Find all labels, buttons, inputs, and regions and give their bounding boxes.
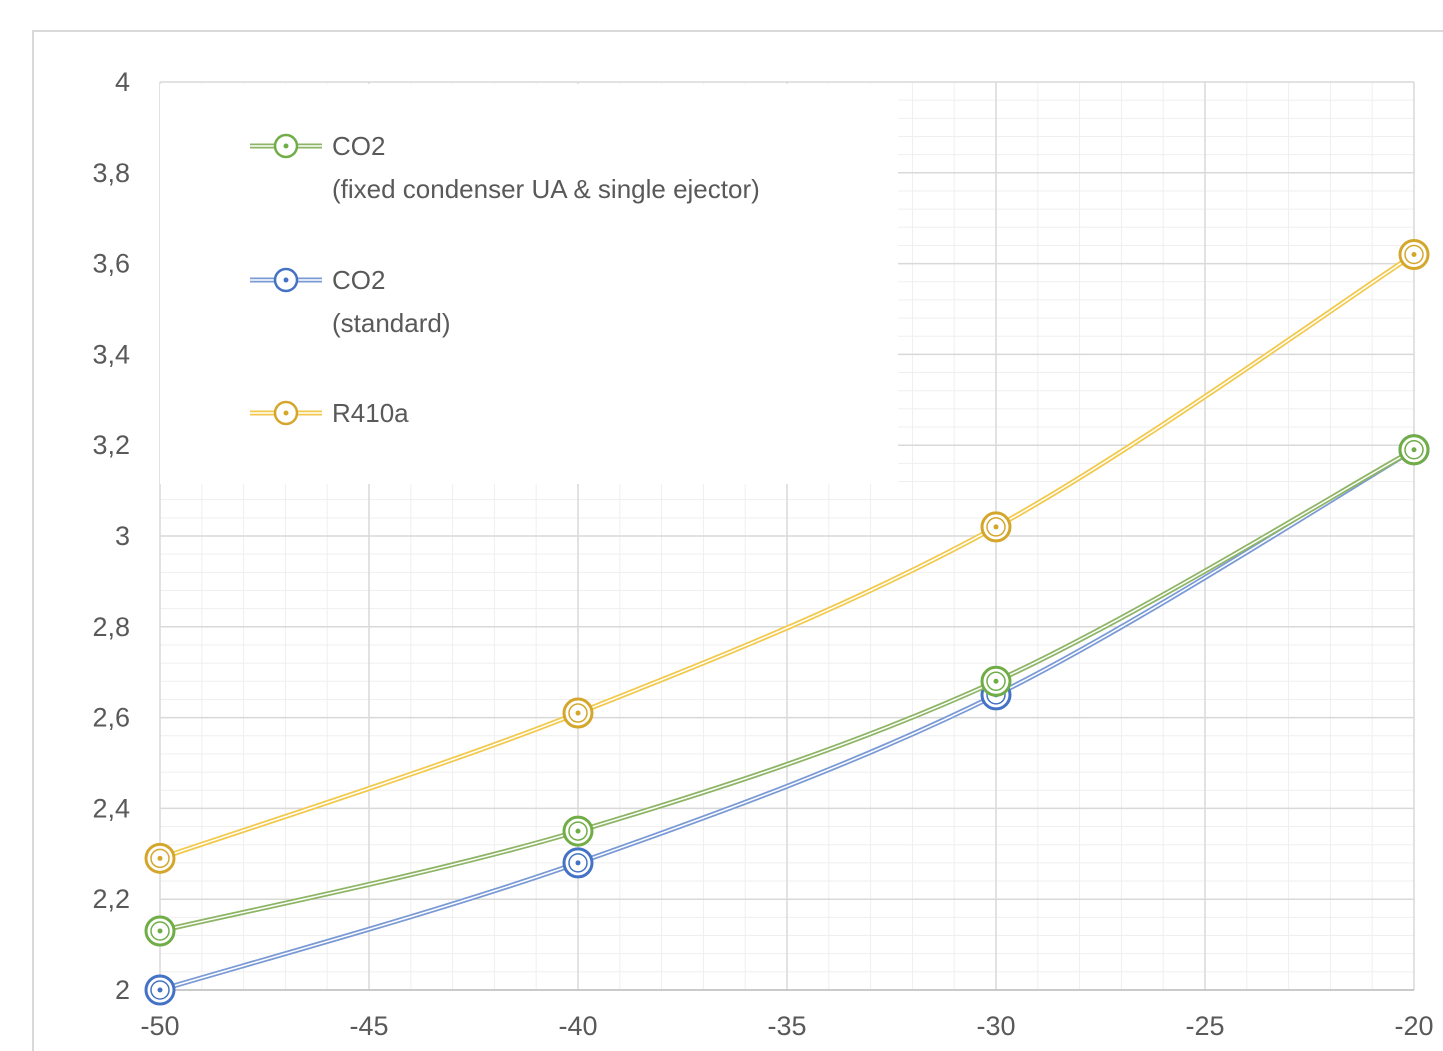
x-tick-label: -25	[1185, 1011, 1224, 1041]
data-point-center	[575, 860, 581, 866]
legend-label-line2: (fixed condenser UA & single ejector)	[332, 174, 760, 204]
legend-label: CO2	[332, 131, 385, 161]
y-tick-label: 3	[115, 521, 130, 551]
data-point-inner	[1404, 244, 1424, 265]
data-point-inner	[150, 980, 170, 1000]
x-tick-label: -50	[140, 1011, 179, 1041]
series-line-highlight	[159, 449, 1415, 991]
x-tick-label: -45	[349, 1011, 388, 1041]
y-tick-label: 2,4	[92, 793, 130, 823]
data-point-center	[157, 987, 163, 993]
grid	[159, 81, 1415, 991]
y-tick-label: 3,4	[92, 339, 130, 369]
y-tick-label: 3,2	[92, 430, 130, 460]
y-tick-label: 4	[115, 67, 130, 97]
y-tick-label: 2,2	[92, 884, 130, 914]
data-point-center	[575, 710, 581, 716]
data-point-inner	[568, 853, 588, 873]
legend-item-1: CO2 (standard)	[250, 265, 451, 338]
y-tick-label: 3,8	[92, 158, 130, 188]
data-point-inner	[568, 703, 588, 723]
x-tick-label: -30	[976, 1011, 1015, 1041]
series-layer	[144, 239, 1430, 1006]
series-1	[144, 434, 1430, 1006]
y-tick-label: 2	[115, 975, 130, 1005]
y-tick-label: 2,6	[92, 703, 130, 733]
legend-label-line2: (standard)	[332, 308, 451, 338]
data-point-center	[993, 524, 999, 530]
legend-item-2: R410a	[250, 398, 409, 428]
series-2	[144, 239, 1430, 874]
series-0	[144, 434, 1430, 947]
data-point-center	[1411, 447, 1417, 453]
data-point-inner	[150, 921, 170, 941]
legend: CO2 (fixed condenser UA & single ejector)…	[160, 84, 898, 484]
legend-item-0: CO2 (fixed condenser UA & single ejector)	[250, 131, 760, 204]
y-tick-label: 2,8	[92, 612, 130, 642]
data-point-inner	[150, 848, 170, 869]
data-point-inner	[986, 671, 1006, 692]
y-tick-label: 3,6	[92, 249, 130, 279]
legend-marker-center	[283, 410, 289, 416]
legend-label: CO2	[332, 265, 385, 295]
x-tick-label: -20	[1394, 1011, 1433, 1041]
data-point-inner	[568, 821, 588, 841]
data-point-inner	[1404, 439, 1424, 460]
axes: -50 -45 -40 -35 -30 -25 -20 2 2,2 2,4 2,6 2,8 3 3,2 3,…	[92, 67, 1433, 1041]
data-point-center	[993, 678, 999, 684]
data-point-center	[157, 855, 163, 861]
data-point-center	[1411, 252, 1417, 258]
series-line-highlight	[159, 449, 1415, 932]
data-point-inner	[986, 517, 1006, 537]
legend-marker-center	[283, 277, 289, 283]
x-tick-label: -40	[558, 1011, 597, 1041]
x-tick-label: -35	[767, 1011, 806, 1041]
legend-label: R410a	[332, 398, 409, 428]
data-point-center	[157, 928, 163, 934]
data-point-center	[575, 828, 581, 834]
legend-marker-center	[283, 143, 289, 149]
series-line-highlight	[159, 253, 1415, 860]
